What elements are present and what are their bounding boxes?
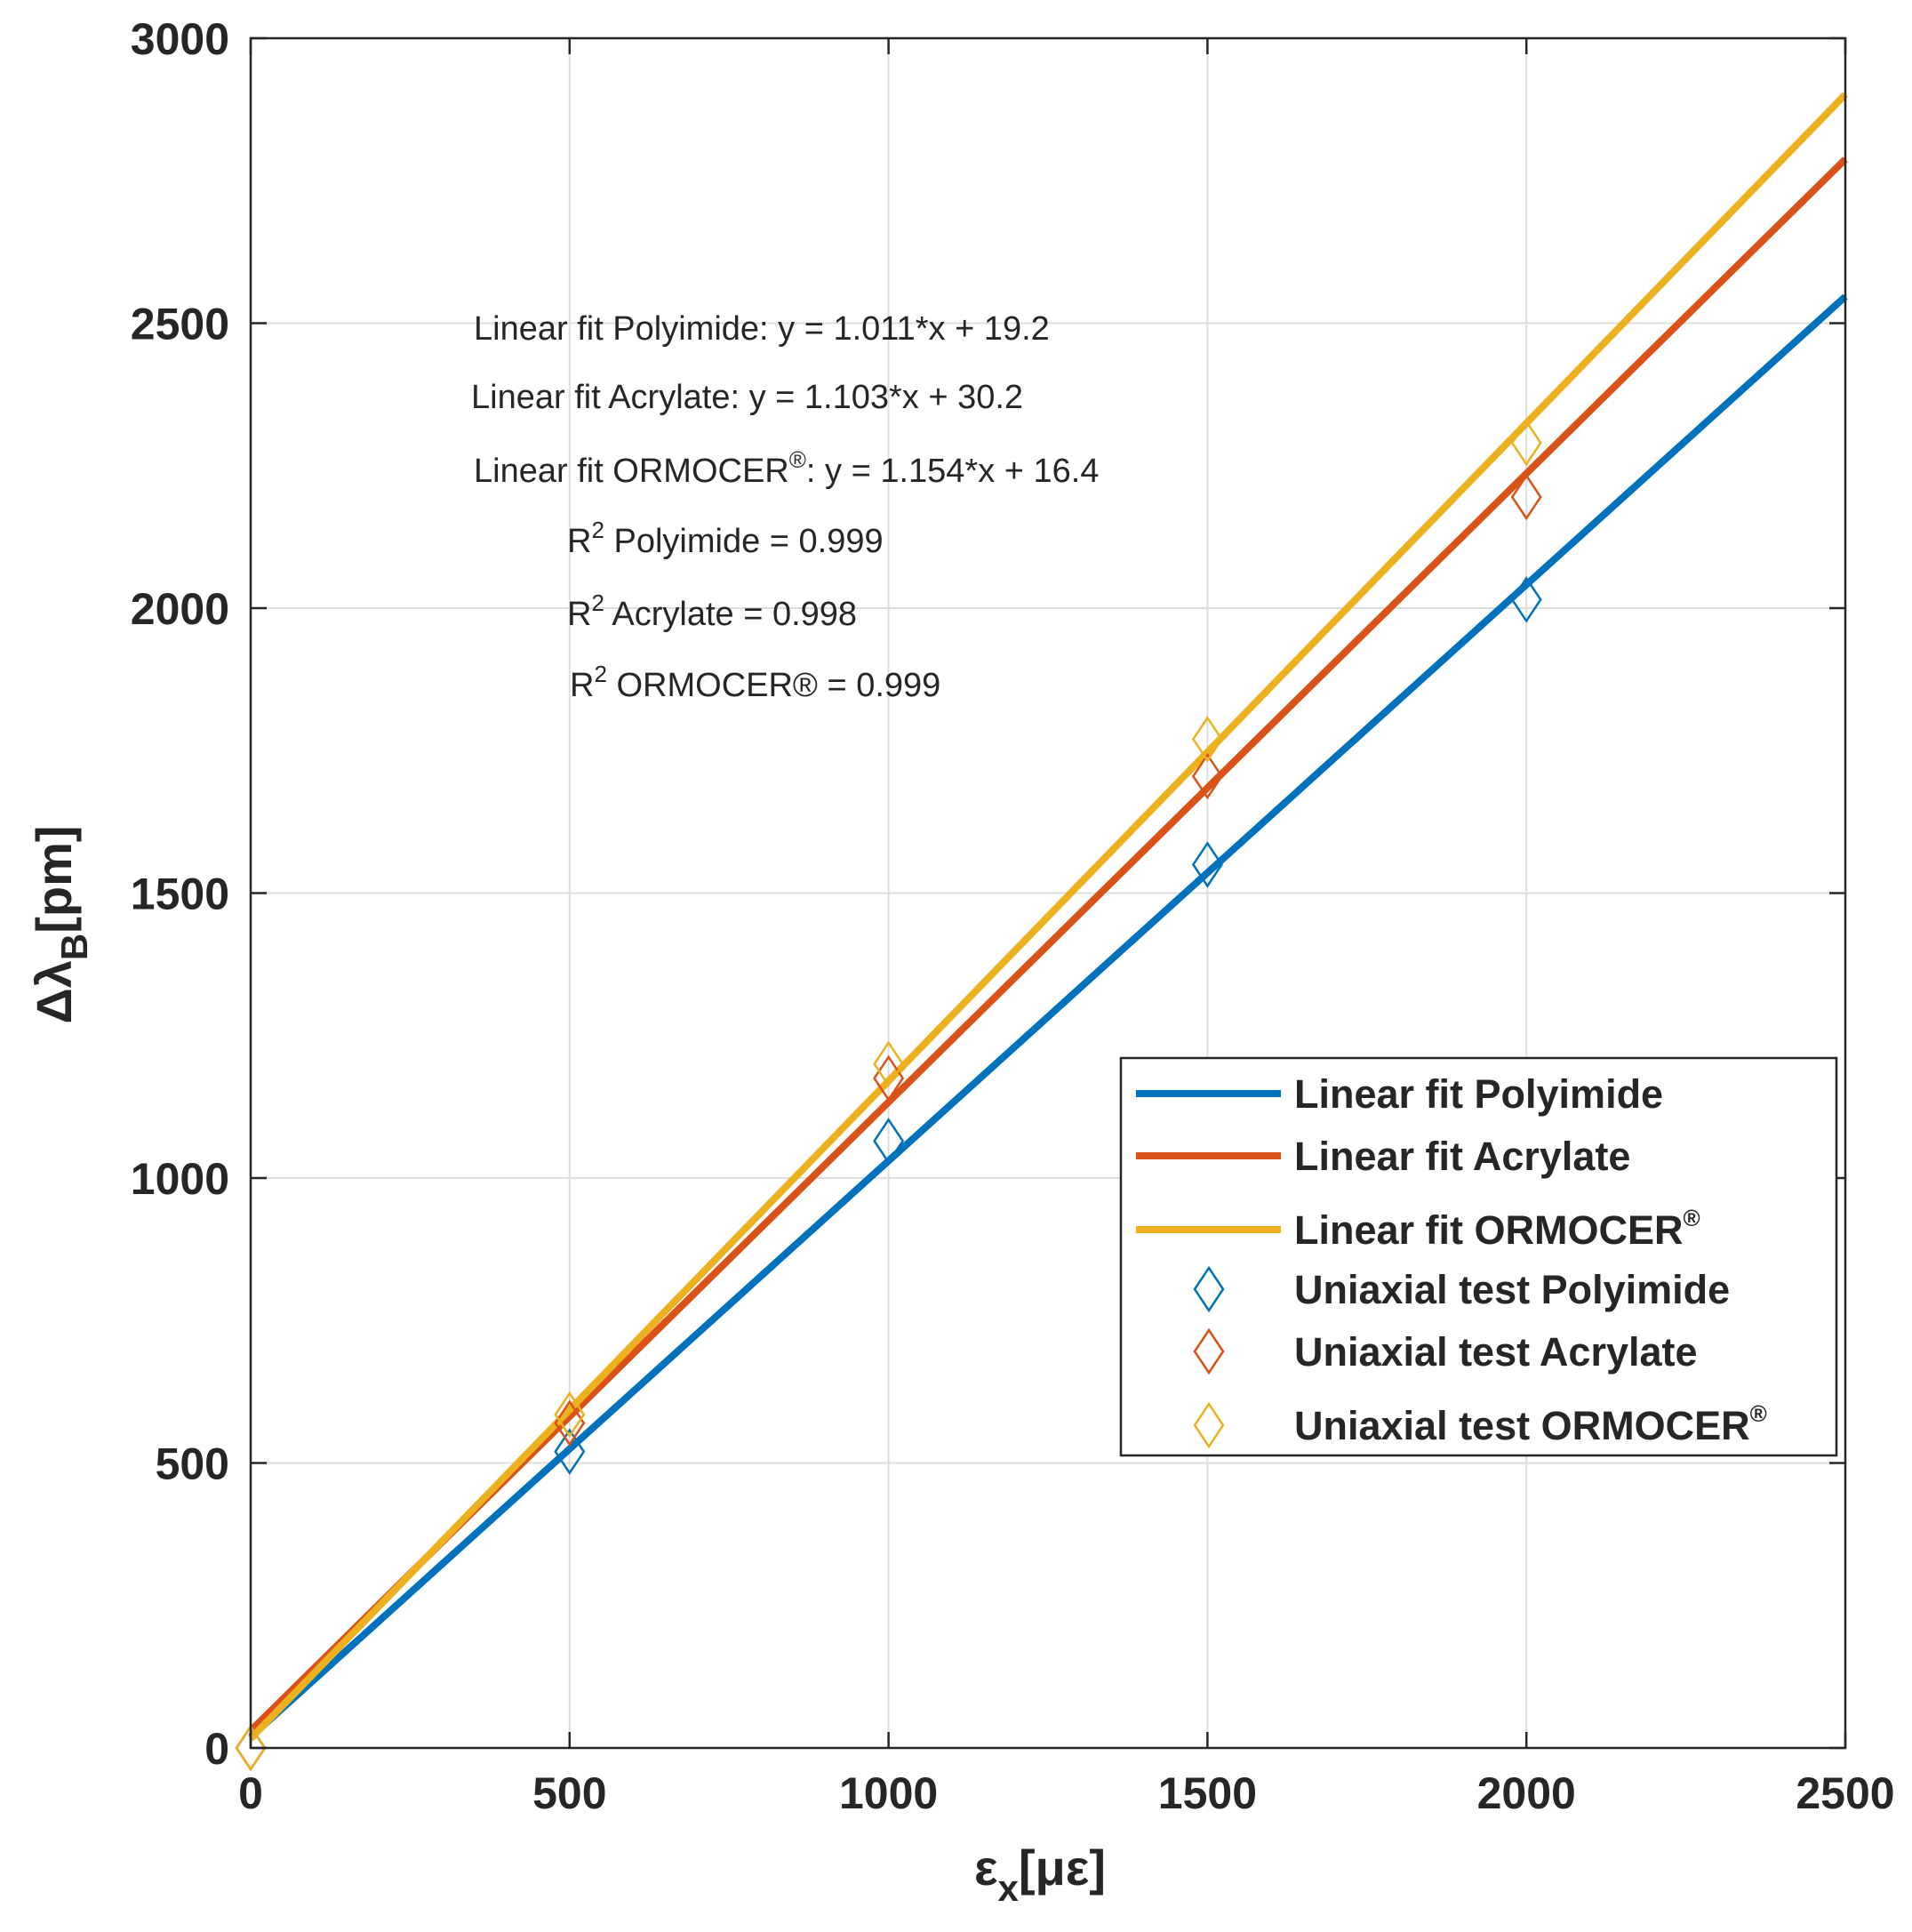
- legend-entry-superscript: ®: [1750, 1400, 1767, 1427]
- legend-entry-label: Uniaxial test Acrylate: [1294, 1329, 1698, 1375]
- annotation-part: Linear fit ORMOCER: [474, 453, 789, 490]
- y-axis-label-main: Δλ: [26, 960, 82, 1023]
- fit-line: [248, 92, 1848, 1742]
- legend-entry-label: Linear fit Acrylate: [1294, 1134, 1630, 1179]
- legend-entry-text: Uniaxial test ORMOCER: [1294, 1403, 1750, 1448]
- annotation-part: Linear fit Acrylate: y = 1.103*x + 30.2: [471, 379, 1023, 416]
- data-point: [1191, 752, 1223, 800]
- annotation-superscript: 2: [591, 589, 604, 616]
- x-axis-label-main: ε: [974, 1840, 998, 1896]
- x-tick-label: 2500: [1796, 1768, 1894, 1818]
- data-point: [1510, 473, 1542, 521]
- data-point: [1510, 576, 1542, 623]
- legend-marker-swatch: [1193, 1327, 1225, 1375]
- x-axis-label: εx[με]: [974, 1840, 1106, 1909]
- y-tick-label: 3000: [131, 14, 229, 64]
- legend-entry-text: Uniaxial test Acrylate: [1294, 1329, 1698, 1375]
- annotation-superscript: 2: [594, 661, 606, 687]
- fit-line: [248, 293, 1848, 1740]
- x-tick-label: 0: [238, 1768, 263, 1818]
- legend-entry-text: Linear fit Polyimide: [1294, 1071, 1663, 1117]
- data-point: [873, 1118, 905, 1165]
- annotation-text: Linear fit ORMOCER®: y = 1.154*x + 16.4: [474, 446, 1100, 490]
- data-point: [1191, 841, 1223, 888]
- data-point: [235, 1724, 267, 1772]
- data-point: [554, 1428, 586, 1475]
- legend-entry-text: Linear fit Acrylate: [1294, 1134, 1630, 1179]
- legend-entry-superscript: ®: [1684, 1205, 1700, 1231]
- data-point: [1510, 419, 1542, 467]
- legend: Linear fit Polyimide Linear fit Acrylate L…: [1119, 1056, 1838, 1457]
- legend-entry-label: Linear fit Polyimide: [1294, 1071, 1663, 1117]
- legend-entry-text: Uniaxial test Polyimide: [1294, 1267, 1730, 1312]
- x-tick-label: 1000: [839, 1768, 938, 1818]
- annotation-text: R2 Acrylate = 0.998: [567, 589, 857, 633]
- legend-box: [1119, 1056, 1838, 1457]
- data-point: [873, 1040, 905, 1088]
- annotation-part: R: [567, 523, 591, 560]
- annotation-part: ORMOCER® = 0.999: [607, 667, 940, 704]
- y-axis-label: ΔλB[pm]: [26, 825, 95, 1023]
- y-tick-label: 500: [156, 1439, 229, 1489]
- x-axis-label-unit: [με]: [1019, 1840, 1106, 1896]
- y-tick-label: 1500: [131, 870, 229, 919]
- fit-lines: [248, 92, 1848, 1742]
- annotation-part: R: [567, 596, 591, 633]
- annotation-part: : y = 1.154*x + 16.4: [806, 453, 1100, 490]
- y-axis-label-sub: B: [53, 934, 95, 960]
- y-tick-label: 2000: [131, 584, 229, 634]
- annotation-text: Linear fit Polyimide: y = 1.011*x + 19.2: [474, 310, 1050, 348]
- x-tick-label: 500: [532, 1768, 606, 1818]
- legend-marker-swatch: [1193, 1401, 1225, 1449]
- data-point: [554, 1399, 586, 1447]
- y-tick-label: 0: [204, 1724, 229, 1774]
- x-tick-label: 1500: [1158, 1768, 1257, 1818]
- annotation-part: Acrylate = 0.998: [604, 596, 857, 633]
- x-tick-label: 2000: [1477, 1768, 1576, 1818]
- annotation-superscript: 2: [591, 517, 604, 543]
- legend-entry-label: Uniaxial test Polyimide: [1294, 1267, 1730, 1312]
- y-tick-label: 1000: [131, 1154, 229, 1204]
- data-point: [1191, 716, 1223, 763]
- markers: [235, 419, 1542, 1772]
- annotation-part: Polyimide = 0.999: [604, 523, 884, 560]
- tick-labels: 0 500 1000 1500 2000 2500 0 500 1000 1500 2000 2500…: [131, 14, 1895, 1818]
- legend-entry-label: Linear fit ORMOCER®: [1294, 1205, 1700, 1253]
- legend-entry-label: Uniaxial test ORMOCER®: [1294, 1400, 1767, 1448]
- legend-marker-swatch: [1193, 1265, 1225, 1313]
- axis-ticks: [249, 36, 1847, 1750]
- y-tick-label: 2500: [131, 300, 229, 349]
- annotation-text: R2 Polyimide = 0.999: [567, 517, 884, 560]
- x-axis-label-sub: x: [998, 1867, 1020, 1909]
- annotation-text: Linear fit Acrylate: y = 1.103*x + 30.2: [471, 379, 1023, 416]
- annotation-superscript: ®: [789, 446, 806, 473]
- data-point: [554, 1391, 586, 1439]
- y-axis-label-unit: [pm]: [26, 825, 82, 933]
- annotation-text: R2 ORMOCER® = 0.999: [570, 661, 940, 704]
- annotation-part: Linear fit Polyimide: y = 1.011*x + 19.2: [474, 310, 1050, 348]
- annotations: Linear fit Polyimide: y = 1.011*x + 19.2…: [471, 310, 1100, 704]
- annotation-part: R: [570, 667, 594, 704]
- legend-entry-text: Linear fit ORMOCER: [1294, 1207, 1684, 1253]
